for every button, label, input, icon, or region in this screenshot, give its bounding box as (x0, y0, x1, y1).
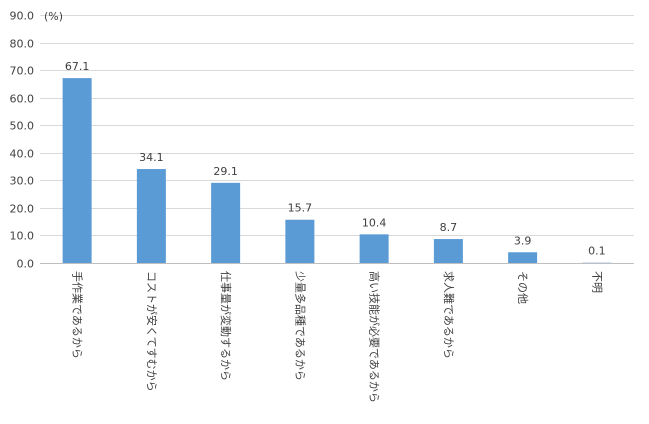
y-tick-label: 60.0 (10, 93, 35, 106)
data-label: 67.1 (65, 60, 90, 73)
y-tick-label: 0.0 (17, 258, 35, 271)
category-labels: 手作業であるから コストが安くてすむから 仕事量が変動するから 少量多品種であるから 高… (71, 271, 604, 403)
data-label: 15.7 (288, 202, 313, 215)
y-tick-label: 80.0 (10, 38, 35, 51)
data-labels: 67.1 34.1 29.1 15.7 10.4 8.7 3.9 0.1 (65, 60, 606, 258)
category-label: 不明 (590, 271, 603, 293)
data-label: 29.1 (213, 165, 238, 178)
y-axis-unit-label: (%) (44, 10, 63, 23)
data-label: 8.7 (440, 221, 458, 234)
category-label: 手作業であるから (71, 271, 85, 359)
bar (136, 169, 166, 263)
data-label: 3.9 (514, 234, 532, 247)
data-label: 0.1 (588, 245, 606, 258)
y-tick-label: 20.0 (10, 203, 35, 216)
category-label: 求人難であるから (442, 271, 455, 359)
bar (433, 239, 463, 263)
bars (62, 78, 612, 264)
y-tick-label: 10.0 (10, 230, 35, 243)
category-label: その他 (516, 271, 529, 304)
category-label: 高い技能が必要であるから (368, 271, 382, 403)
bar (359, 234, 389, 263)
category-label: コストが安くてすむから (145, 271, 159, 392)
bar (508, 252, 538, 263)
y-tick-label: 70.0 (10, 65, 35, 78)
data-label: 10.4 (362, 216, 387, 229)
category-label: 仕事量が変動するから (219, 271, 233, 381)
category-label: 少量多品種であるから (293, 271, 307, 381)
bar (285, 219, 315, 263)
bar (211, 182, 241, 263)
bar (62, 78, 92, 263)
y-tick-label: 90.0 (10, 10, 35, 23)
y-tick-label: 40.0 (10, 148, 35, 161)
y-tick-label: 30.0 (10, 175, 35, 188)
y-tick-label: 50.0 (10, 120, 35, 133)
gridlines (40, 15, 634, 236)
y-axis: 0.0 10.0 20.0 30.0 40.0 50.0 60.0 70.0 80.0 90.0 (10, 10, 35, 271)
data-label: 34.1 (139, 151, 164, 164)
